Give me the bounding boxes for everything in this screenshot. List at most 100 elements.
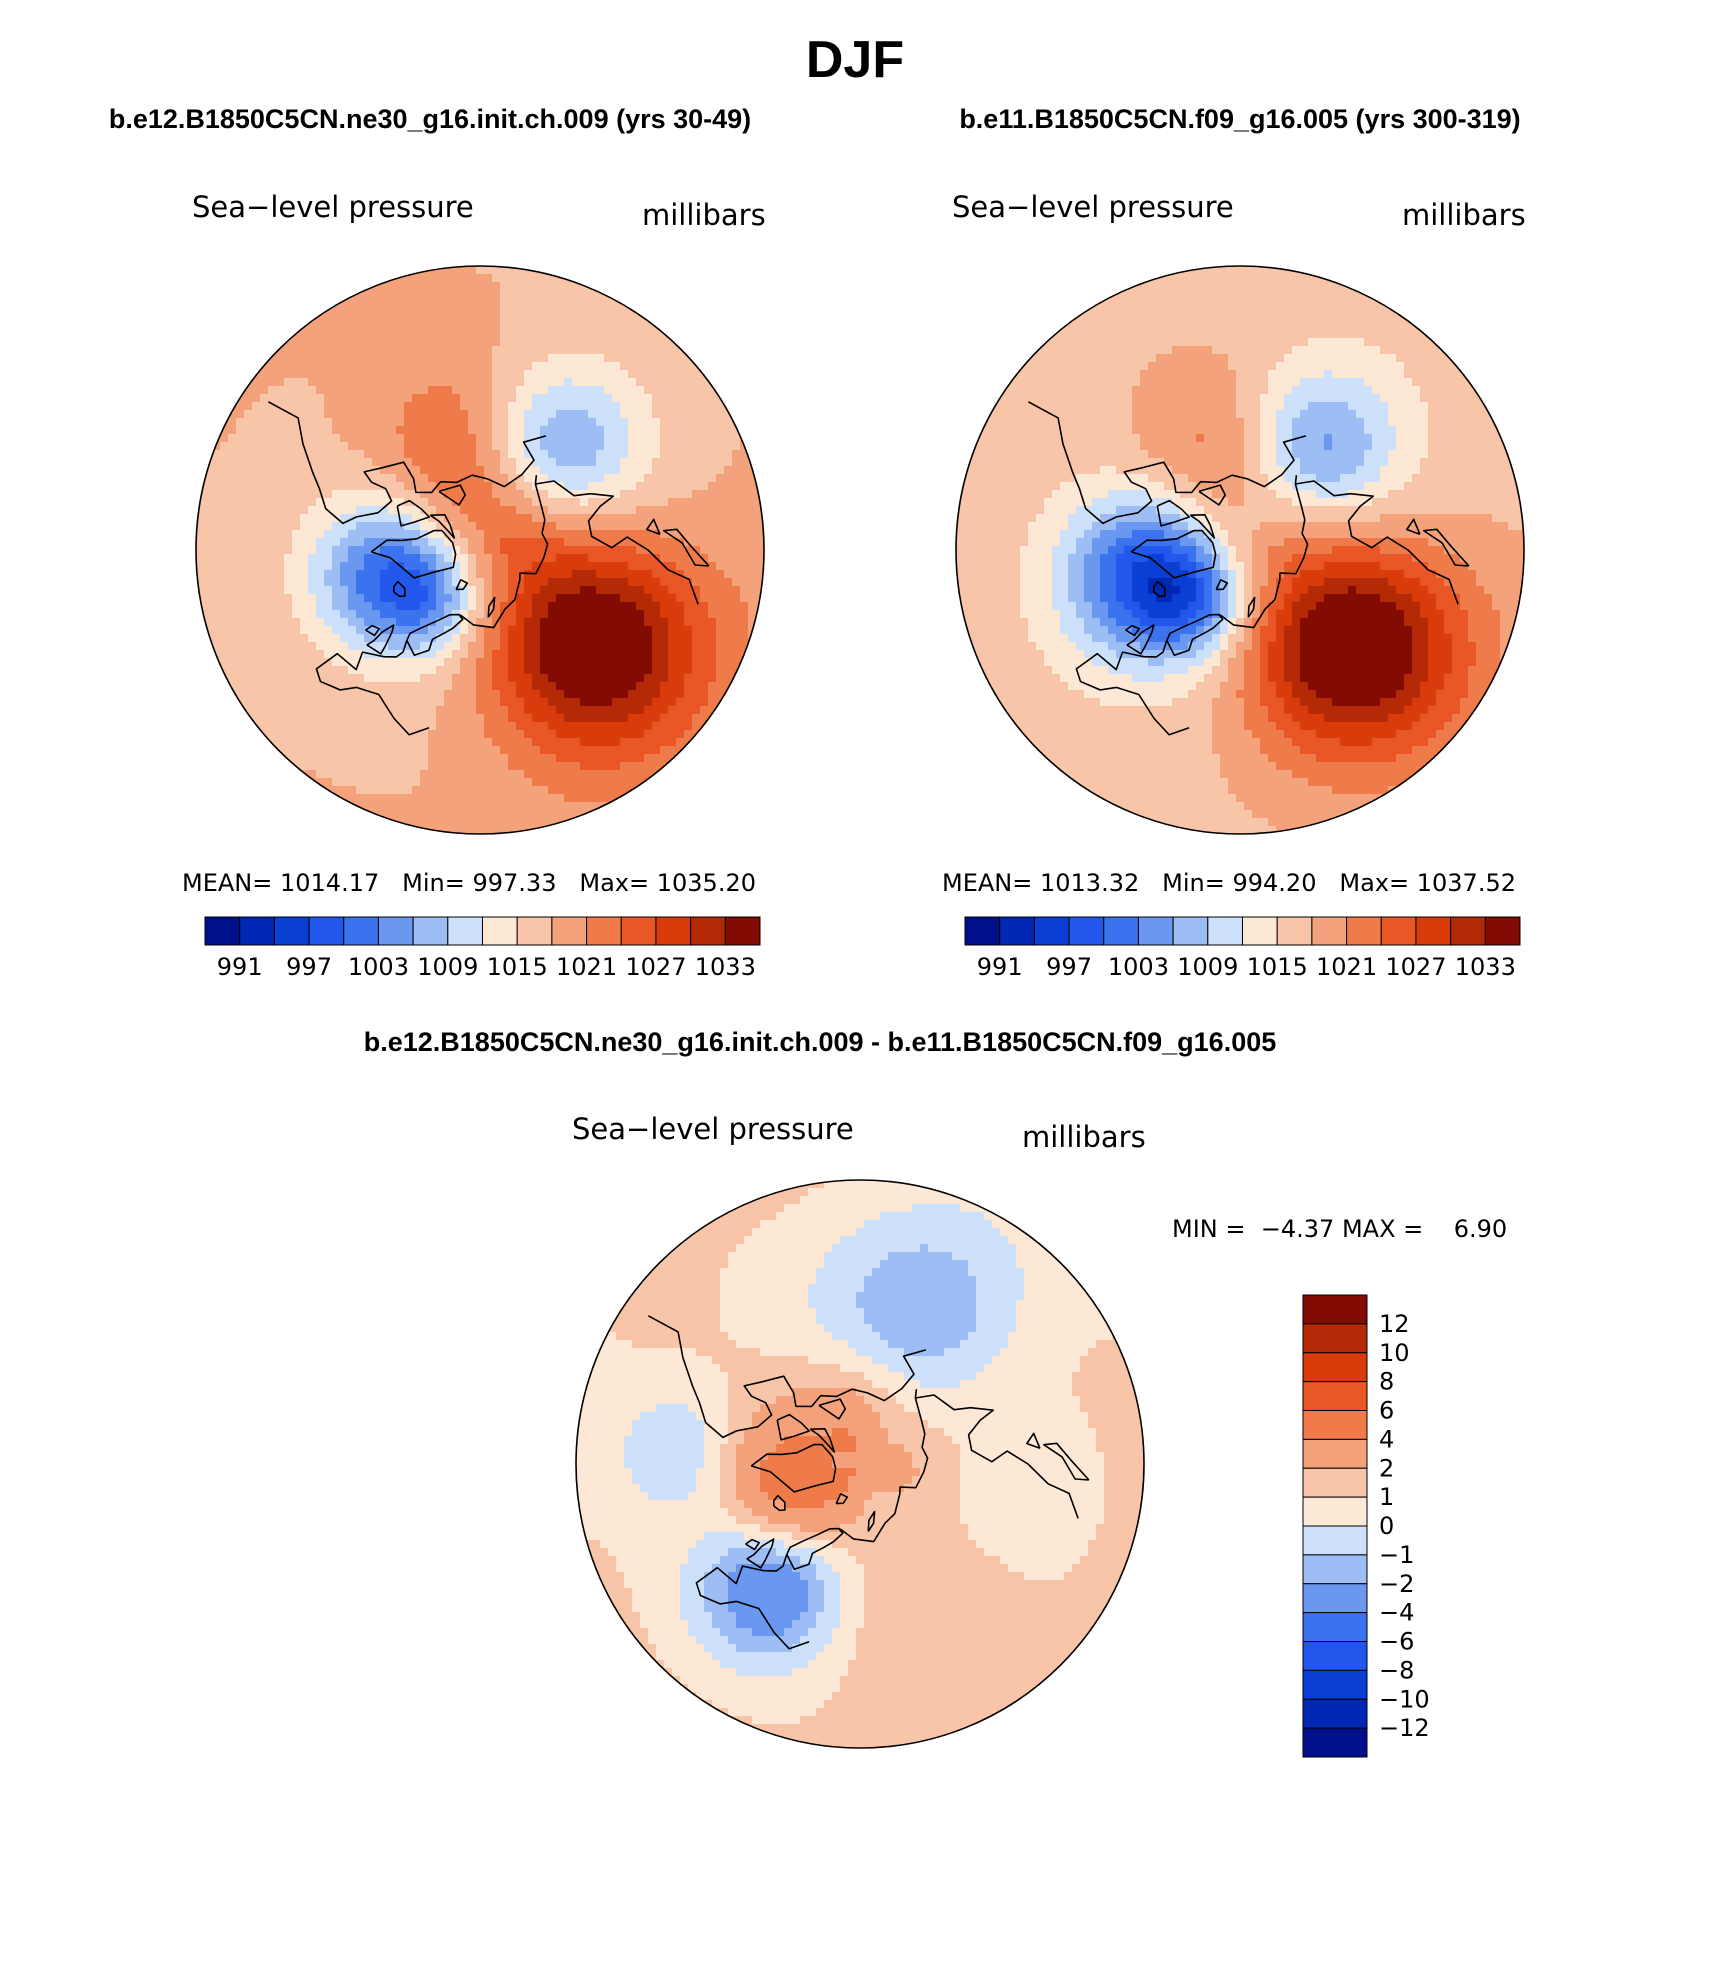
colorbar-3-tick-label: 12 — [1379, 1310, 1410, 1338]
colorbar-2-box — [1242, 916, 1278, 946]
colorbar-1-tick-label: 991 — [217, 953, 263, 981]
colorbar-2-box — [964, 916, 1001, 946]
colorbar-1-tick-label: 1027 — [625, 953, 686, 981]
colorbar-1-box — [655, 916, 692, 946]
colorbar-1-tick-label: 997 — [286, 953, 332, 981]
panel-3-min-label: MIN = — [1172, 1215, 1246, 1243]
colorbar-1-box — [586, 916, 622, 946]
map-3-border — [575, 1179, 1145, 1749]
panel-1-mean-value: 1014.17 — [280, 869, 380, 897]
panel-2-max-label: Max= — [1339, 869, 1410, 897]
colorbar-2-tick-label: 1027 — [1385, 953, 1446, 981]
panel-3-subtitle: b.e12.B1850C5CN.ne30_g16.init.ch.009 - b… — [363, 1027, 1277, 1057]
panel-2-min-label: Min= — [1162, 869, 1225, 897]
colorbar-2-box — [1137, 916, 1174, 946]
panel-2-min-value: 994.20 — [1232, 869, 1317, 897]
colorbar-1-box — [273, 916, 310, 946]
colorbar-1-box — [447, 916, 483, 946]
colorbar-3-box — [1302, 1294, 1368, 1325]
map-1-field — [196, 266, 764, 834]
panel-2-max-value: 1037.52 — [1416, 869, 1516, 897]
map-1-border — [195, 265, 765, 835]
colorbar-3-box — [1302, 1525, 1368, 1556]
colorbar-2-tick-label: 1003 — [1108, 953, 1169, 981]
panel-1-variable-label: Sea−level pressure — [192, 190, 474, 224]
panel-1-colorbar: 991 997 1003 1009 1015 1021 1027 1033 — [204, 916, 761, 981]
panel-3-max-label: MAX = — [1341, 1215, 1424, 1243]
colorbar-3-tick-label: 1 — [1379, 1483, 1394, 1511]
colorbar-2-tick-label: 1021 — [1316, 953, 1377, 981]
colorbar-1-box — [343, 916, 379, 946]
panel-1-max-value: 1035.20 — [656, 869, 756, 897]
map-1-coastlines — [267, 401, 710, 736]
colorbar-2-box — [1207, 916, 1243, 946]
colorbar-3-box — [1302, 1381, 1368, 1411]
panel-1-max-label: Max= — [579, 869, 650, 897]
colorbar-1-box — [412, 916, 449, 946]
colorbar-3-box — [1302, 1323, 1368, 1354]
figure-title: DJF — [805, 31, 905, 89]
colorbar-3-box — [1302, 1583, 1368, 1614]
colorbar-1-box — [620, 916, 657, 946]
panel-1-stats: MEAN= 1014.17 Min= 997.33 Max= 1035.20 — [182, 869, 756, 897]
panel-2-stats: MEAN= 1013.32 Min= 994.20 Max= 1037.52 — [942, 869, 1516, 897]
colorbar-1-box — [724, 916, 761, 946]
colorbar-3-box — [1302, 1467, 1368, 1498]
colorbar-2-box — [1068, 916, 1105, 946]
colorbar-2-box — [1033, 916, 1070, 946]
colorbar-3-tick-label: −8 — [1379, 1656, 1414, 1684]
panel-3-min-value: −4.37 — [1260, 1215, 1335, 1243]
colorbar-3-box — [1302, 1669, 1368, 1700]
colorbar-3-box — [1302, 1554, 1368, 1585]
colorbar-1-tick-label: 1021 — [556, 953, 617, 981]
panel-1-min-label: Min= — [402, 869, 465, 897]
colorbar-1-tick-label: 1003 — [348, 953, 409, 981]
panel-2-mean-label: MEAN= — [942, 869, 1033, 897]
colorbar-1-tick-label: 1033 — [695, 953, 756, 981]
colorbar-2-box — [999, 916, 1035, 946]
colorbar-1-box — [377, 916, 414, 946]
colorbar-1-box — [204, 916, 241, 946]
colorbar-3-box — [1302, 1496, 1368, 1527]
panel-2-subtitle: b.e11.B1850C5CN.f09_g16.005 (yrs 300-319… — [959, 104, 1521, 134]
map-2-border — [955, 265, 1525, 835]
colorbar-2-box — [1172, 916, 1209, 946]
panel-2-mean-value: 1013.32 — [1040, 869, 1140, 897]
colorbar-3-box — [1302, 1612, 1368, 1642]
map-3-field — [576, 1180, 1144, 1748]
map-3-coastlines — [647, 1315, 1090, 1650]
colorbar-3-tick-label: 0 — [1379, 1512, 1394, 1540]
panel-3-stats: MIN = −4.37 MAX = 6.90 — [1172, 1215, 1507, 1243]
colorbar-3-box — [1302, 1438, 1368, 1469]
colorbar-2-tick-label: 991 — [977, 953, 1023, 981]
colorbar-2-tick-label: 997 — [1046, 953, 1092, 981]
map-2-field — [956, 266, 1524, 834]
colorbar-2-box — [1103, 916, 1139, 946]
colorbar-3-tick-label: 6 — [1379, 1397, 1394, 1425]
colorbar-1-box — [308, 916, 345, 946]
colorbar-2-box — [1450, 916, 1486, 946]
colorbar-1-box — [239, 916, 275, 946]
colorbar-2-box — [1484, 916, 1521, 946]
colorbar-3-tick-label: 4 — [1379, 1425, 1394, 1453]
colorbar-1-tick-label: 1015 — [487, 953, 548, 981]
panel-2-colorbar: 991 997 1003 1009 1015 1021 1027 1033 — [964, 916, 1521, 981]
panel-3-units-label: millibars — [1022, 1120, 1146, 1154]
panel-2-variable-label: Sea−level pressure — [952, 190, 1234, 224]
colorbar-3-tick-label: −10 — [1379, 1685, 1430, 1713]
colorbar-3-box — [1302, 1352, 1368, 1383]
colorbar-3-tick-label: −1 — [1379, 1541, 1414, 1569]
colorbar-2-tick-label: 1015 — [1247, 953, 1308, 981]
panel-3-max-value: 6.90 — [1453, 1215, 1508, 1243]
colorbar-3-tick-label: −6 — [1379, 1628, 1414, 1656]
panel-1-mean-label: MEAN= — [182, 869, 273, 897]
colorbar-2-box — [1380, 916, 1417, 946]
colorbar-2-tick-label: 1009 — [1177, 953, 1238, 981]
colorbar-3-tick-label: 2 — [1379, 1454, 1394, 1482]
colorbar-3-box — [1302, 1727, 1368, 1758]
panel-1-subtitle: b.e12.B1850C5CN.ne30_g16.init.ch.009 (yr… — [108, 104, 752, 134]
colorbar-3-box — [1302, 1641, 1368, 1671]
colorbar-1-box — [690, 916, 726, 946]
colorbar-3-tick-label: −2 — [1379, 1570, 1414, 1598]
